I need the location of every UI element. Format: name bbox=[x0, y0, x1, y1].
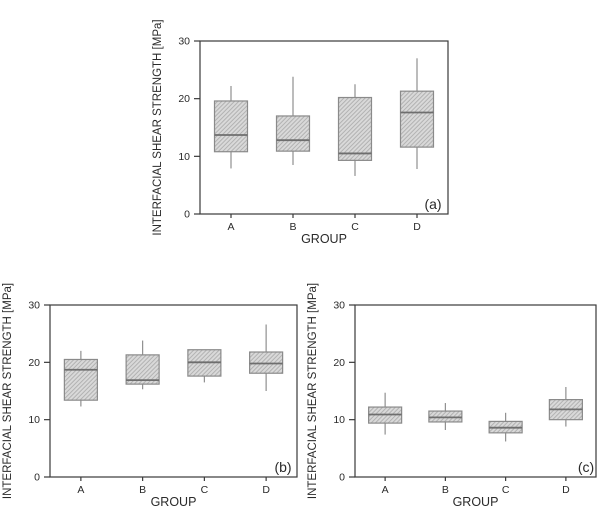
y-tick-label-b: 30 bbox=[28, 300, 40, 312]
panel-c: 0 10 20 30 A B C D GROUP INTERFACIAL SHEAR STRENG… bbox=[307, 283, 597, 509]
y-tick-label-b: 20 bbox=[28, 357, 40, 369]
box-plot-b-B bbox=[125, 340, 160, 390]
box-plot-b-D bbox=[249, 324, 284, 391]
panel-letter-b: (b) bbox=[274, 459, 291, 475]
x-tick-label-c-C: C bbox=[502, 484, 510, 496]
box-plot-b-A bbox=[63, 350, 98, 407]
x-axis-label-c: GROUP bbox=[453, 495, 499, 509]
iqr-box-a-A bbox=[213, 100, 249, 153]
x-tick-label-c-A: A bbox=[382, 484, 389, 496]
y-tick-label-a: 0 bbox=[184, 209, 190, 221]
y-tick-label-b: 0 bbox=[34, 472, 40, 484]
plot-frame-c bbox=[354, 304, 597, 478]
y-axis-label-c: INTERFACIAL SHEAR STRENGTH [MPa] bbox=[307, 283, 319, 499]
box-plot-c-A bbox=[368, 392, 403, 435]
y-axis-label-b: INTERFACIAL SHEAR STRENGTH [MPa] bbox=[2, 283, 14, 499]
x-tick-label-b-A: A bbox=[77, 484, 84, 496]
panel-letter-a: (a) bbox=[424, 196, 441, 212]
x-tick-label-b-D: D bbox=[262, 484, 270, 496]
x-tick-label-a-C: C bbox=[351, 221, 359, 233]
x-tick-label-c-D: D bbox=[562, 484, 570, 496]
y-axis-label-a: INTERFACIAL SHEAR STRENGTH [MPa] bbox=[152, 19, 164, 235]
iqr-box-a-C bbox=[337, 96, 373, 161]
y-tick-label-c: 10 bbox=[333, 414, 345, 426]
x-tick-label-a-A: A bbox=[227, 221, 234, 233]
iqr-box-a-B bbox=[275, 115, 311, 152]
box-plot-c-B bbox=[428, 403, 463, 430]
x-axis-label-a: GROUP bbox=[301, 232, 347, 246]
box-plot-c-D bbox=[548, 386, 583, 427]
y-tick-label-a: 10 bbox=[178, 151, 190, 163]
panel-a: 0 10 20 30 A B C D GROUP INTERFACIAL SHEAR STRENG… bbox=[152, 19, 449, 246]
x-tick-label-b-B: B bbox=[139, 484, 146, 496]
panel-letter-c: (c) bbox=[578, 459, 594, 475]
panel-b: 0 10 20 30 A B C D GROUP INTERFACIAL SHEAR STRENG… bbox=[2, 283, 298, 509]
box-plot-a-A bbox=[213, 85, 249, 169]
box-plot-b-C bbox=[187, 349, 222, 383]
y-tick-label-c: 20 bbox=[333, 357, 345, 369]
x-tick-label-a-D: D bbox=[413, 221, 421, 233]
x-axis-label-b: GROUP bbox=[151, 495, 197, 509]
box-plot-a-C bbox=[337, 84, 373, 176]
box-plot-c-C bbox=[488, 412, 523, 442]
iqr-box-a-D bbox=[399, 90, 435, 148]
y-tick-label-a: 30 bbox=[178, 36, 190, 48]
x-tick-label-b-C: C bbox=[201, 484, 209, 496]
box-plot-a-D bbox=[399, 58, 435, 170]
box-plot-a-B bbox=[275, 76, 311, 165]
y-tick-label-c: 30 bbox=[333, 300, 345, 312]
iqr-box-b-A bbox=[63, 358, 98, 401]
y-tick-label-b: 10 bbox=[28, 414, 40, 426]
x-tick-label-c-B: B bbox=[442, 484, 449, 496]
y-tick-label-a: 20 bbox=[178, 93, 190, 105]
y-tick-label-c: 0 bbox=[339, 472, 345, 484]
x-tick-label-a-B: B bbox=[289, 221, 296, 233]
